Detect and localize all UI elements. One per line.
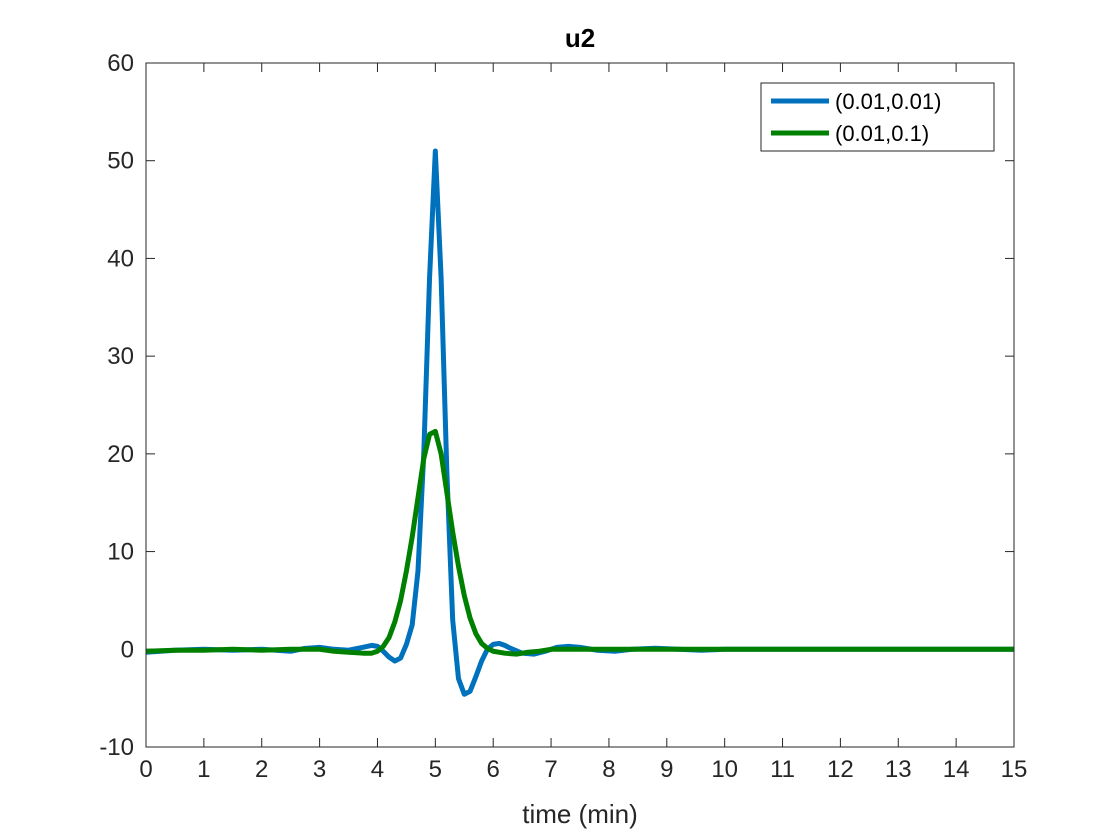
x-tick-label: 12 bbox=[827, 756, 854, 783]
x-tick-label: 5 bbox=[429, 756, 442, 783]
legend: (0.01,0.01) (0.01,0.1) bbox=[760, 82, 995, 152]
y-tick-label: 50 bbox=[107, 148, 134, 175]
x-tick-label: 6 bbox=[487, 756, 500, 783]
x-tick-label: 8 bbox=[602, 756, 615, 783]
x-tick-label: 2 bbox=[255, 756, 268, 783]
plot-lines bbox=[145, 148, 1014, 697]
x-tick-label: 3 bbox=[313, 756, 326, 783]
x-tick-label: 0 bbox=[139, 756, 152, 783]
x-tick-label: 14 bbox=[943, 756, 970, 783]
chart-title: u2 bbox=[565, 23, 595, 53]
y-tick-label: 40 bbox=[107, 245, 134, 272]
plot-area-frame bbox=[145, 62, 1015, 748]
legend-label-2: (0.01,0.1) bbox=[835, 121, 929, 146]
y-axis: -10 0 10 20 30 40 50 60 bbox=[99, 50, 1014, 761]
legend-label-1: (0.01,0.01) bbox=[835, 89, 941, 114]
y-tick-label: 10 bbox=[107, 539, 134, 566]
x-tick-label: 9 bbox=[660, 756, 673, 783]
x-tick-label: 15 bbox=[1001, 756, 1028, 783]
y-tick-label: 0 bbox=[121, 636, 134, 663]
x-axis: 0 1 2 3 4 5 6 7 8 9 10 11 12 13 14 15 bbox=[139, 63, 1027, 783]
x-axis-label: time (min) bbox=[522, 799, 638, 829]
x-tick-label: 11 bbox=[770, 756, 795, 783]
y-tick-label: 30 bbox=[107, 343, 134, 370]
x-tick-label: 10 bbox=[711, 756, 738, 783]
plot-area-background bbox=[146, 63, 1014, 747]
y-tick-label: -10 bbox=[99, 734, 134, 761]
x-tick-label: 4 bbox=[371, 756, 384, 783]
x-tick-label: 7 bbox=[544, 756, 557, 783]
y-tick-label: 60 bbox=[107, 50, 134, 77]
x-tick-label: 1 bbox=[197, 756, 210, 783]
y-tick-label: 20 bbox=[107, 441, 134, 468]
x-tick-label: 13 bbox=[885, 756, 912, 783]
series-line-2 bbox=[145, 428, 1014, 657]
legend-box bbox=[760, 82, 995, 152]
